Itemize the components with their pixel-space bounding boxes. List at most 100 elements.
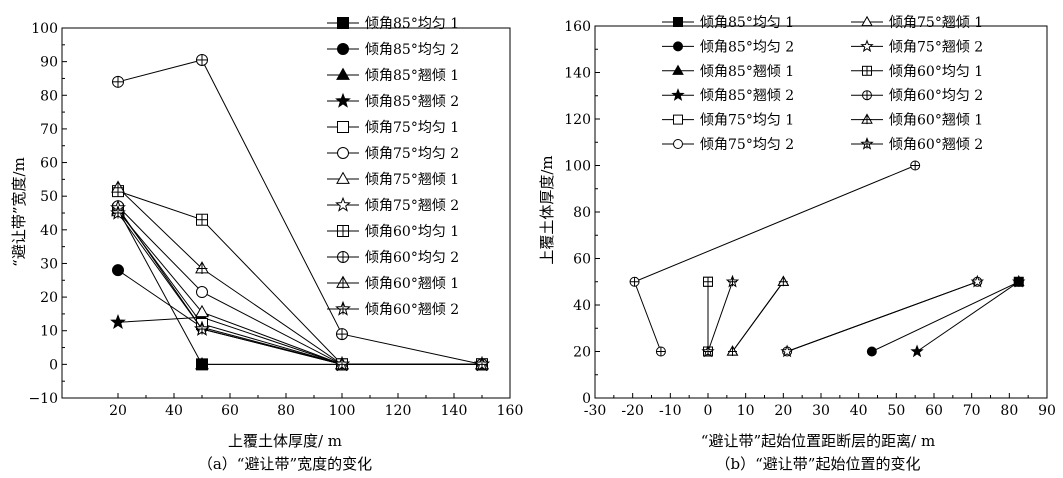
chart-a-legend-item: 倾角60°均匀 2 <box>327 250 459 266</box>
chart-b-point <box>910 344 924 358</box>
chart-b-series <box>726 275 790 356</box>
chart-a-legend-marker <box>337 17 349 29</box>
chart-a-ytick-label: 40 <box>40 223 58 239</box>
chart-a-legend-item: 倾角75°翘倾 2 <box>327 196 459 214</box>
chart-b-plot-frame <box>594 25 1048 399</box>
chart-b-legend-marker <box>862 65 872 76</box>
chart-b-legend-label: 倾角75°均匀 1 <box>700 113 794 129</box>
chart-a-legend-label: 倾角85°均匀 1 <box>365 16 459 32</box>
chart-b-legend-label: 倾角75°翘倾 2 <box>889 39 983 55</box>
chart-a-legend-item: 倾角75°均匀 1 <box>327 120 459 136</box>
chart-a-series <box>110 308 490 372</box>
chart-b-series <box>701 274 740 358</box>
chart-b-ytick-label: 120 <box>564 112 591 128</box>
chart-b: （b）“避让带”起始位置的变化 “避让带”起始位置距断层的距离/ m 上覆土体厚… <box>538 15 1056 473</box>
chart-b-legend-marker <box>673 139 683 149</box>
chart-b-caption: （b）“避让带”起始位置的变化 <box>716 455 921 473</box>
chart-b-xtick-label: 30 <box>812 403 830 419</box>
chart-b-series <box>703 276 713 357</box>
chart-b-xtick-label: -30 <box>584 403 607 419</box>
chart-a-point <box>196 213 208 226</box>
chart-b-legend-marker <box>672 64 684 75</box>
chart-a-ytick-label: 70 <box>40 122 58 138</box>
chart-b-legend-item: 倾角75°翘倾 2 <box>851 39 983 55</box>
chart-b-xlabel: “避让带”起始位置距断层的距离/ m <box>701 432 935 450</box>
chart-a-ytick-label: 30 <box>40 256 58 272</box>
chart-a-legend-label: 倾角60°翘倾 1 <box>365 276 459 292</box>
chart-a-ytick-label: 90 <box>40 55 58 71</box>
chart-a-point <box>112 264 124 277</box>
chart-b-ytick-label: 140 <box>564 66 591 82</box>
chart-a-legend-label: 倾角75°均匀 1 <box>365 120 459 136</box>
chart-a-legend-marker <box>336 275 350 289</box>
chart-a-legend-label: 倾角75°翘倾 1 <box>365 172 459 188</box>
chart-b-legend-item: 倾角75°均匀 1 <box>662 113 794 129</box>
chart-b-legend-label: 倾角75°翘倾 1 <box>889 15 983 31</box>
chart-b-ytick-label: 60 <box>573 252 591 268</box>
chart-a-legend-item: 倾角85°均匀 1 <box>327 16 459 32</box>
chart-a-legend-label: 倾角85°翘倾 1 <box>365 68 459 84</box>
chart-a-point <box>195 357 209 370</box>
chart-a-legend-item: 倾角60°翘倾 1 <box>327 275 459 292</box>
chart-a-xtick-label: 20 <box>109 403 127 419</box>
chart-a-legend-marker <box>337 147 349 159</box>
chart-a-ytick-label: 50 <box>40 189 58 205</box>
chart-b-legend-marker <box>861 113 873 125</box>
chart-b-point <box>866 346 877 357</box>
chart-a-legend-label: 倾角85°均匀 2 <box>365 42 459 58</box>
chart-b-xtick-label: 10 <box>737 403 755 419</box>
chart-a-legend-item: 倾角85°翘倾 1 <box>327 67 459 84</box>
chart-a-ytick-label: −10 <box>28 391 58 407</box>
chart-b-legend-label: 倾角85°均匀 2 <box>700 39 794 55</box>
chart-b-ylabel: 上覆土体厚度/m <box>538 155 556 264</box>
chart-a-legend-marker <box>335 300 351 316</box>
chart-b-point <box>703 276 713 287</box>
chart-a-ytick-label: 60 <box>40 156 58 172</box>
chart-a-point <box>110 204 126 220</box>
chart-a-caption: （a）“避让带”宽度的变化 <box>198 455 372 473</box>
chart-b-xtick-label: 70 <box>963 403 981 419</box>
chart-b-xtick-label: -10 <box>659 403 682 419</box>
chart-b-series-line <box>633 165 916 352</box>
chart-b-xtick-label: 20 <box>774 403 792 419</box>
chart-a-point <box>194 320 210 336</box>
chart-b-legend-item: 倾角60°均匀 1 <box>851 64 983 80</box>
chart-b-legend-label: 倾角60°翘倾 1 <box>889 113 983 129</box>
chart-b-series-line <box>786 281 978 352</box>
chart-b-legend-label: 倾角60°均匀 1 <box>889 64 983 80</box>
chart-b-legend-item: 倾角85°均匀 1 <box>662 15 794 31</box>
chart-b-series-line <box>916 281 1020 352</box>
chart-a-ytick-label: 100 <box>31 21 58 37</box>
chart-a-point <box>196 53 208 66</box>
chart-b-ytick-label: 160 <box>564 19 591 35</box>
chart-b-xtick-label: 0 <box>704 403 713 419</box>
chart-b-legend-item: 倾角85°翘倾 2 <box>662 88 794 104</box>
chart-b-legend-item: 倾角85°均匀 2 <box>662 39 794 55</box>
chart-b-point <box>726 345 739 356</box>
chart-b-ytick-label: 100 <box>564 159 591 175</box>
chart-b-xtick-label: 60 <box>925 403 943 419</box>
chart-a-xtick-label: 60 <box>221 403 239 419</box>
chart-b-series-line <box>732 281 784 352</box>
chart-b-legend-label: 倾角85°翘倾 2 <box>700 88 794 104</box>
chart-b-series <box>629 160 921 357</box>
chart-a-point <box>110 314 126 330</box>
chart-b-legend-label: 倾角60°均匀 2 <box>889 88 983 104</box>
chart-a-legend-label: 倾角75°翘倾 2 <box>365 198 459 214</box>
chart-b-point <box>970 274 985 288</box>
chart-b-series <box>910 274 1026 358</box>
chart-b-xtick-label: 40 <box>850 403 868 419</box>
chart-a-ytick-label: 10 <box>40 324 58 340</box>
chart-b-legend-marker <box>673 17 683 27</box>
chart-b-legend-marker <box>862 90 872 101</box>
chart-b-point <box>701 344 715 358</box>
chart-a-legend-label: 倾角75°均匀 2 <box>365 146 459 162</box>
chart-a-legend-label: 倾角85°翘倾 2 <box>365 94 459 110</box>
chart-b-legend-item: 倾角85°翘倾 1 <box>662 64 794 80</box>
chart-a-xtick-label: 140 <box>441 403 468 419</box>
chart-a-legend-marker <box>336 67 350 80</box>
chart-a-legend-item: 倾角85°翘倾 2 <box>327 92 459 110</box>
chart-a-xtick-label: 120 <box>385 403 412 419</box>
chart-a-xlabel: 上覆土体厚度/ m <box>228 432 342 450</box>
chart-b-series-line <box>871 281 1020 352</box>
